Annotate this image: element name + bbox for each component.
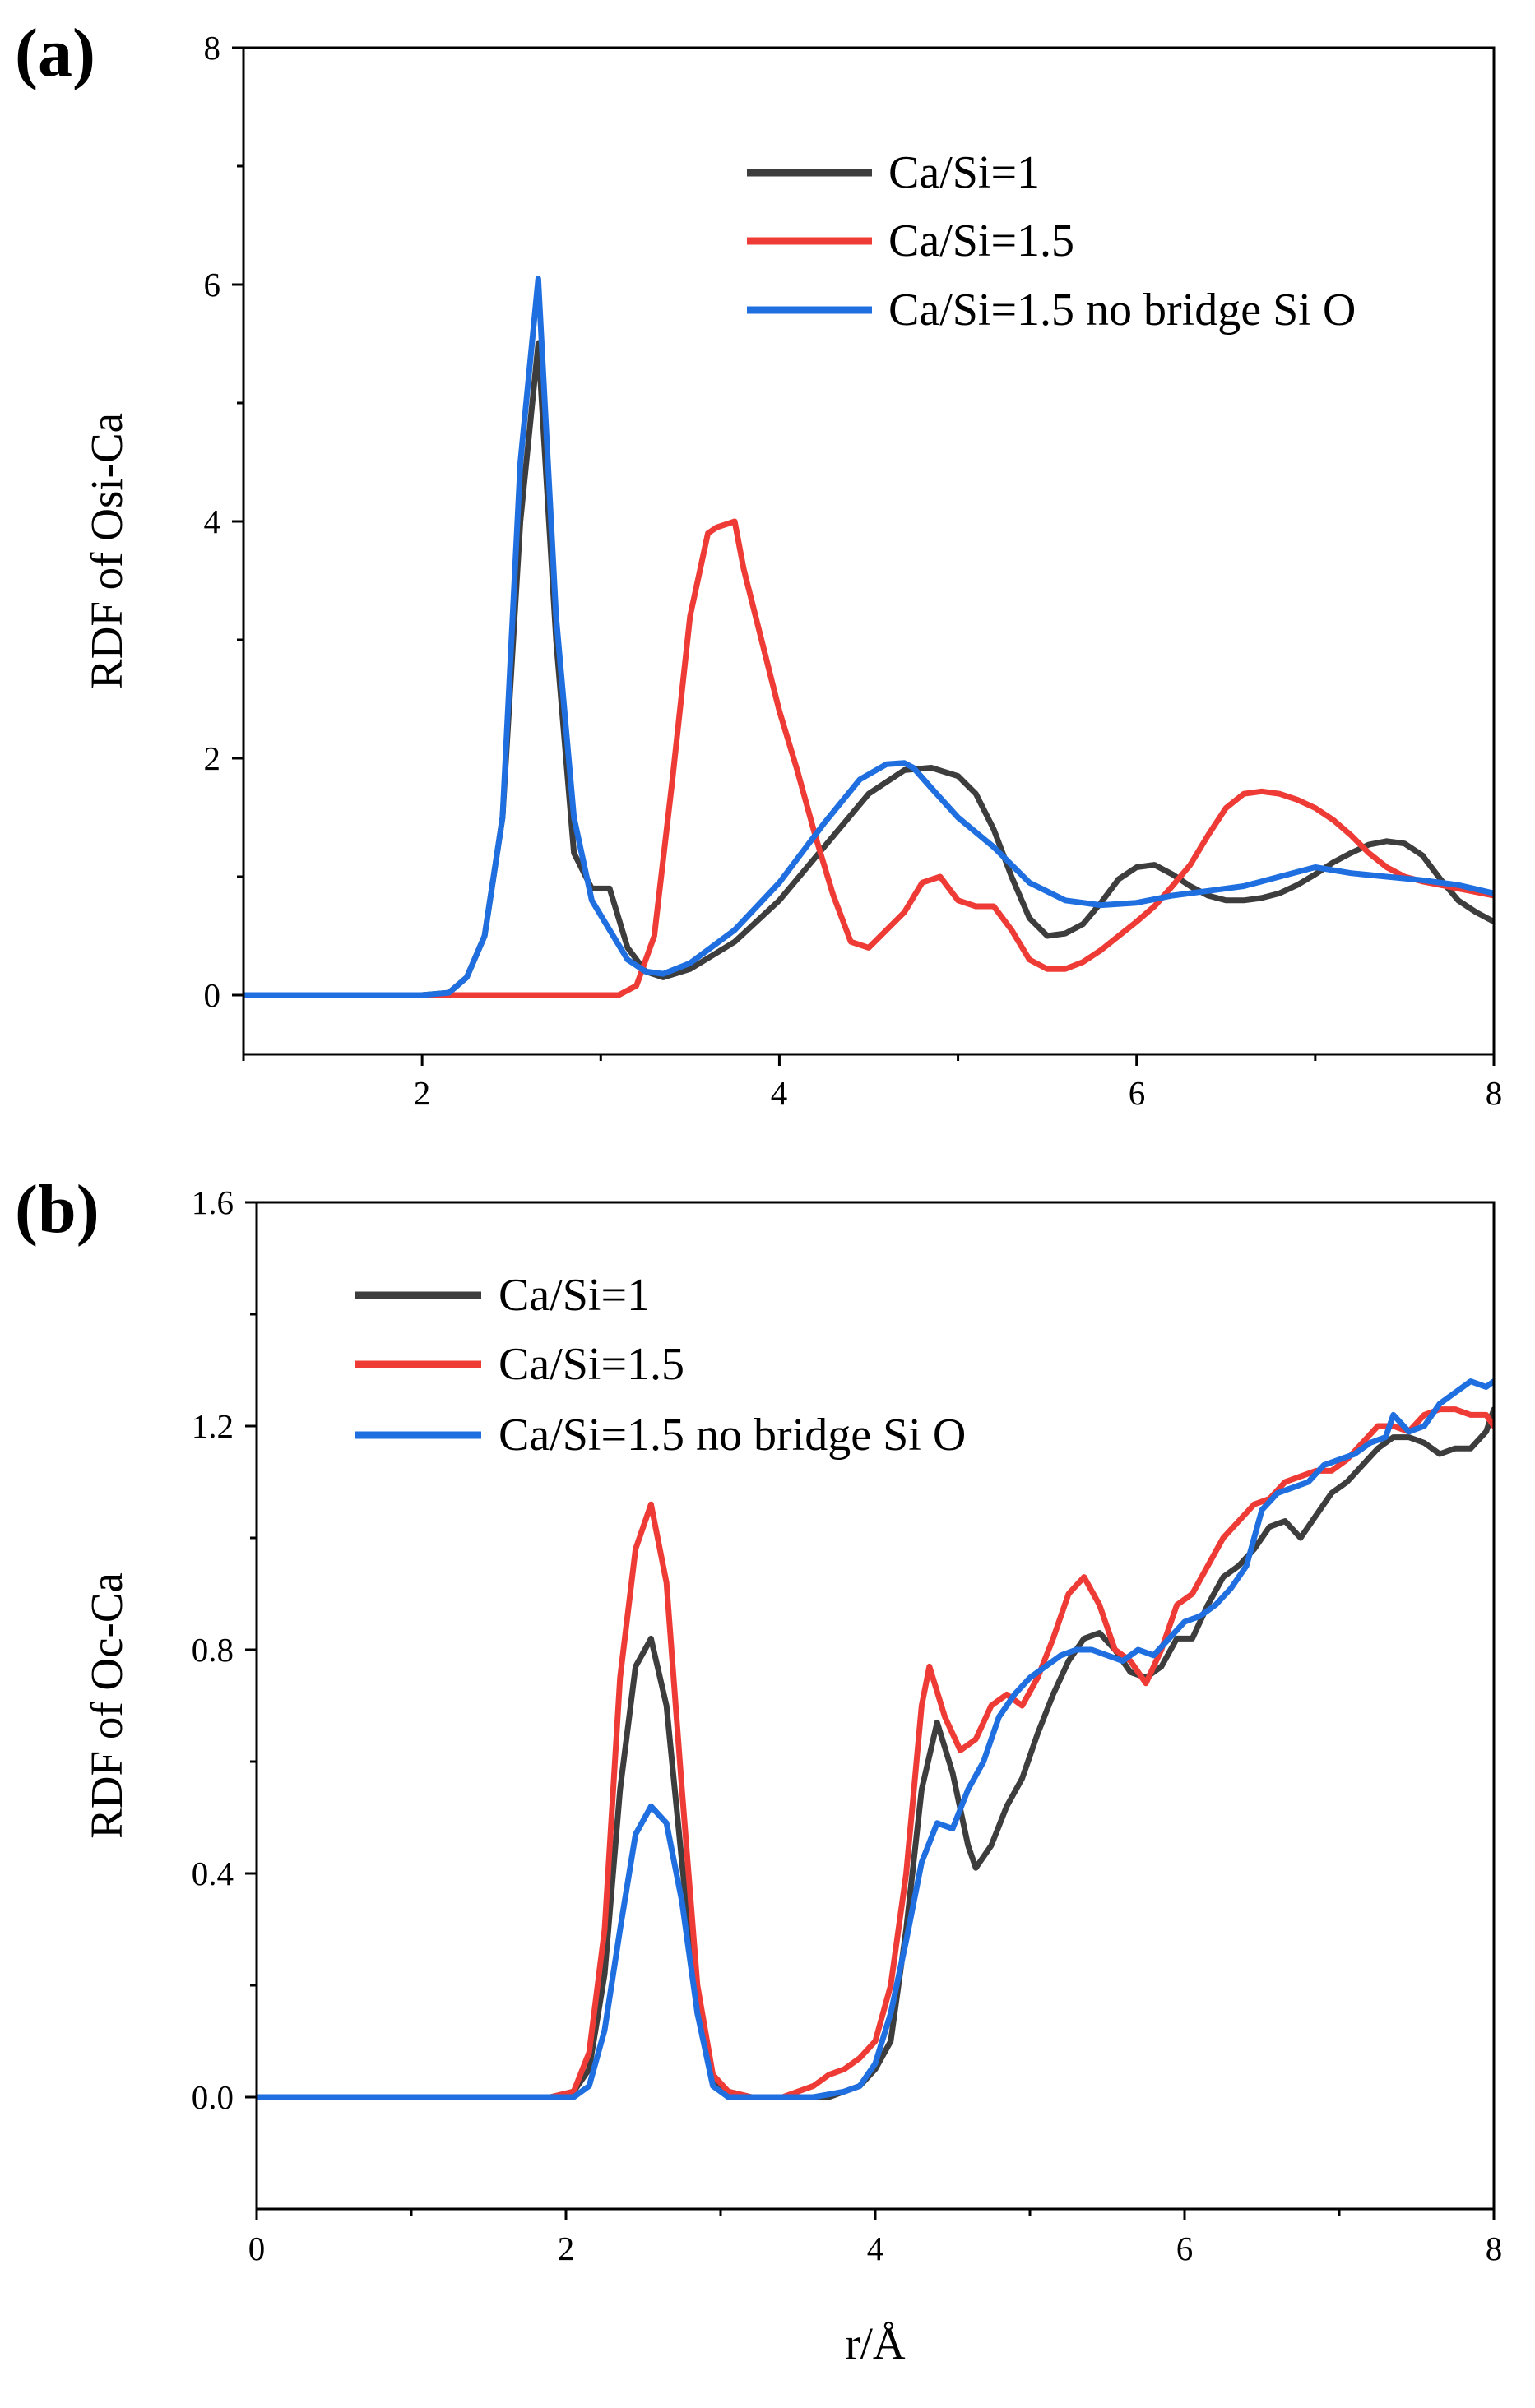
panel-a-frame [242,46,1496,1056]
panel-a-ytick-label: 2 [204,739,221,777]
legend-label-ca-si-1: Ca/Si=1 [499,1270,650,1321]
legend-label-ca-si-1: Ca/Si=1 [888,147,1040,198]
panel-b-ytick-label: 0.0 [192,2078,234,2116]
legend-label-ca-si-1-5: Ca/Si=1.5 [499,1339,684,1390]
panel-a-ytick-label: 4 [204,502,221,540]
panel-b-xtick-label: 4 [867,2230,884,2267]
panel-a-plot [232,46,1496,1066]
series-line-1 [243,518,1494,998]
panel-b-ytick-label: 1.2 [192,1407,234,1445]
panel-a-xtick-label: 2 [414,1074,431,1112]
panel-a-legend: Ca/Si=1 Ca/Si=1.5 Ca/Si=1.5 no bridge Si… [747,147,1356,336]
panel-b-legend: Ca/Si=1 Ca/Si=1.5 Ca/Si=1.5 no bridge Si… [355,1270,966,1461]
panel-b-xtick-label: 2 [558,2230,575,2267]
panel-b-label: (b) [15,1171,100,1248]
panel-b-ytick-label: 0.8 [192,1631,234,1669]
series-line-0 [257,1406,1494,2100]
panel-b-xtick-label: 0 [248,2230,266,2267]
panel-a-xtick-label: 8 [1486,1074,1503,1112]
panel-b-plot [245,1201,1496,2220]
panel-b: (b) RDF of Oc-Ca 0.0 0.4 0.8 1.2 1.6 0 2… [15,1171,1502,2369]
panel-a-ytick-label: 8 [204,29,221,67]
panel-b-frame [255,1201,1496,2211]
panel-b-ylabel: RDF of Oc-Ca [81,1572,132,1839]
panel-a-ytick-label: 6 [204,266,221,303]
panel-a-xtick-label: 4 [771,1074,788,1112]
series-line-2 [257,1378,1494,2100]
legend-label-no-bridge: Ca/Si=1.5 no bridge Si O [888,285,1356,336]
panel-b-ytick-label: 1.6 [192,1183,234,1221]
panel-a-ylabel: RDF of Osi-Ca [81,413,132,689]
panel-b-xlabel: r/Å [845,2318,906,2369]
series-line-2 [243,276,1494,998]
series-line-1 [257,1406,1494,2100]
panel-a-label: (a) [15,15,95,91]
panel-a-ytick-label: 0 [204,976,221,1014]
legend-label-no-bridge: Ca/Si=1.5 no bridge Si O [499,1410,966,1461]
series-line-0 [243,340,1494,998]
panel-b-xtick-label: 6 [1176,2230,1194,2267]
panel-b-ytick-label: 0.4 [192,1855,234,1892]
panel-b-xtick-label: 8 [1486,2230,1503,2267]
legend-label-ca-si-1-5: Ca/Si=1.5 [888,215,1074,266]
panel-a-xtick-label: 6 [1129,1074,1146,1112]
panel-a: (a) RDF of Osi-Ca 0 2 4 6 8 2 4 6 8 Ca/S… [15,15,1502,1112]
